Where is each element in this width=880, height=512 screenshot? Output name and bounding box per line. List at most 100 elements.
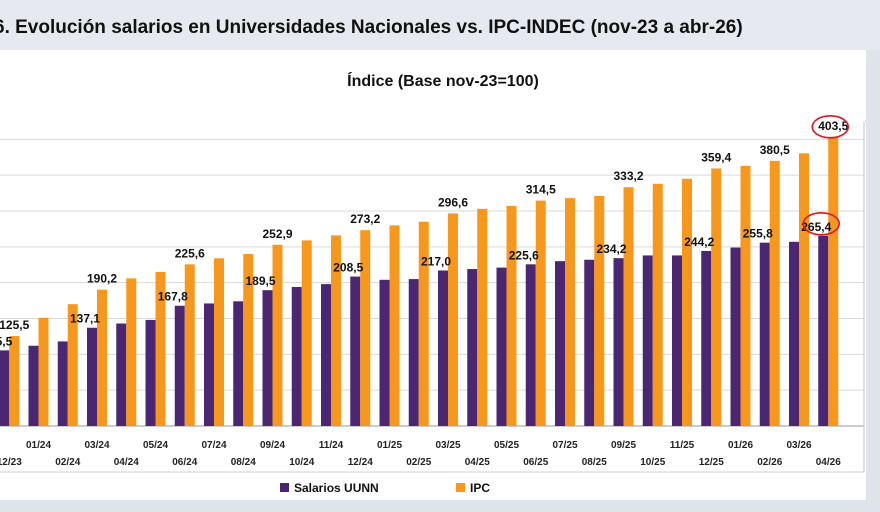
bar-ipc	[418, 221, 429, 426]
bar-salarios	[496, 267, 507, 426]
bar-ipc	[155, 271, 166, 426]
bar-ipc	[828, 136, 839, 426]
bar-ipc	[184, 264, 195, 426]
data-label-ipc: 296,6	[438, 195, 468, 209]
bar-ipc	[623, 187, 634, 426]
bar-ipc	[448, 213, 458, 426]
highlight-ring-salarios	[802, 211, 841, 236]
bar-salarios	[145, 319, 156, 426]
data-label-salarios: 244,2	[684, 235, 714, 249]
bar-salarios	[116, 323, 127, 426]
x-tick-label: 01/25	[377, 440, 402, 451]
x-tick-label: 05/25	[494, 440, 519, 451]
bar-ipc	[799, 153, 809, 426]
bar-ipc	[535, 200, 546, 426]
page-title: 6. Evolución salarios en Universidades N…	[0, 17, 743, 38]
bar-salarios	[350, 276, 361, 426]
x-tick-label: 02/24	[55, 457, 80, 468]
bar-ipc	[477, 208, 488, 426]
x-tick-label: 05/24	[143, 440, 168, 451]
data-label-salarios: 217,0	[421, 254, 451, 268]
data-label-salarios: 265,4	[801, 220, 831, 234]
x-tick-label: 10/24	[289, 457, 314, 468]
bar-salarios	[87, 327, 97, 426]
bar-salarios	[408, 279, 419, 426]
bar-salarios	[672, 255, 682, 426]
data-label-salarios: 255,8	[743, 227, 773, 241]
bar-salarios	[701, 250, 712, 426]
bar-ipc	[301, 240, 312, 426]
data-label-salarios: 137,1	[70, 312, 100, 326]
bar-salarios	[613, 258, 624, 426]
bar-ipc	[9, 336, 20, 426]
legend-swatch-salarios	[280, 483, 289, 492]
bar-ipc	[38, 317, 49, 426]
x-tick-label: 09/25	[611, 440, 636, 451]
data-label-ipc: 403,5	[818, 119, 848, 133]
x-tick-label: 12/24	[348, 457, 373, 468]
grid-layer	[0, 138, 864, 427]
bar-salarios	[0, 350, 10, 426]
x-tick-label: 06/24	[172, 457, 197, 468]
bar-ipc	[594, 195, 605, 426]
bar-salarios	[642, 255, 653, 426]
x-tick-label: 02/26	[757, 457, 782, 468]
x-tick-labels: 2312/2301/2402/2403/2404/2405/2406/2407/…	[0, 440, 841, 468]
bars-layer	[0, 136, 839, 426]
bar-ipc	[67, 304, 78, 426]
bar-salarios	[321, 284, 331, 426]
bar-salarios	[467, 269, 478, 426]
x-tick-label: 07/25	[552, 440, 577, 451]
legend-swatch-ipc	[456, 483, 465, 492]
data-label-salarios: 167,8	[158, 290, 188, 304]
bar-ipc	[126, 278, 137, 426]
bar-ipc	[97, 289, 107, 426]
legend: Salarios UUNN IPC	[280, 481, 490, 495]
data-label-ipc: 314,5	[526, 183, 556, 197]
chart-svg: Índice (Base nov-23=100) 105,5 125,5 137,1…	[0, 71, 866, 495]
bar-ipc	[214, 258, 224, 426]
bar-ipc	[711, 168, 722, 426]
data-label-salarios: 208,5	[333, 261, 363, 275]
bar-salarios	[438, 270, 448, 426]
x-tick-label: 11/25	[670, 440, 695, 451]
title-bar: 6. Evolución salarios en Universidades N…	[0, 0, 880, 50]
bar-salarios	[789, 241, 799, 426]
bar-ipc	[506, 205, 517, 426]
data-label-ipc: 225,6	[175, 246, 205, 260]
legend-label-salarios: Salarios UUNN	[294, 481, 379, 495]
bar-ipc	[652, 183, 663, 426]
x-tick-label: 08/24	[231, 457, 256, 468]
bar-salarios	[174, 305, 185, 426]
bar-salarios	[730, 247, 741, 426]
bar-ipc	[565, 198, 575, 426]
x-tick-label: 06/25	[523, 457, 548, 468]
x-tick-label: 03/26	[786, 440, 811, 451]
x-tick-label: 07/24	[201, 440, 226, 451]
data-labels-layer: 105,5 125,5 137,1 190,2 167,8 225,6 189,5 252,9…	[0, 119, 849, 349]
bar-ipc	[740, 165, 751, 426]
x-tick-label: 09/24	[260, 440, 285, 451]
bar-salarios	[233, 301, 244, 426]
highlight-ring-ipc	[811, 115, 850, 139]
data-label-ipc: 359,4	[701, 150, 731, 164]
x-tick-label: 10/25	[640, 457, 665, 468]
data-label-salarios: 225,6	[509, 248, 539, 262]
chart-panel: Índice (Base nov-23=100) 105,5 125,5 137,1…	[0, 50, 866, 500]
bar-ipc	[769, 160, 780, 426]
x-tick-label: 04/25	[465, 457, 490, 468]
bar-ipc	[272, 244, 283, 426]
legend-label-ipc: IPC	[470, 481, 490, 495]
x-tick-label: 02/25	[406, 457, 431, 468]
data-label-ipc: 190,2	[87, 272, 117, 286]
x-tick-label: 11/24	[319, 440, 344, 451]
data-label-salarios: 189,5	[245, 274, 275, 288]
data-label-ipc: 333,2	[613, 169, 643, 183]
x-tick-label: 04/26	[816, 457, 841, 468]
bar-salarios	[759, 242, 770, 426]
bar-ipc	[389, 225, 400, 426]
data-label-ipc: 125,5	[0, 318, 30, 332]
annotations-layer	[802, 115, 866, 236]
x-tick-label: 01/24	[26, 440, 51, 451]
bar-ipc	[331, 235, 341, 426]
